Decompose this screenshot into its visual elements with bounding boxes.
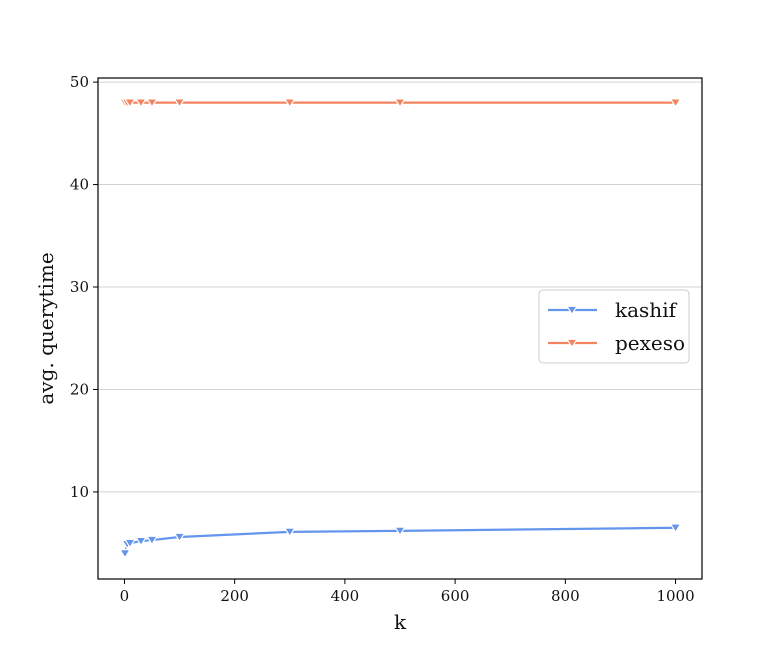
y-axis-label: avg. querytime (34, 252, 58, 404)
x-tick-label: 1000 (656, 587, 694, 605)
data-point-pexeso (173, 98, 186, 108)
data-point-pexeso (145, 98, 159, 108)
data-point-pexeso (134, 98, 148, 108)
data-point-pexeso (123, 98, 137, 108)
y-tick-label: 10 (70, 483, 89, 501)
x-tick-label: 400 (331, 587, 360, 605)
y-tick-label: 30 (70, 278, 89, 296)
series-kashif (118, 523, 682, 559)
y-tick-label: 40 (70, 176, 89, 194)
x-axis-label: k (394, 610, 407, 634)
x-tick-label: 800 (551, 587, 580, 605)
legend-label: kashif (615, 298, 678, 322)
legend-entry-pexeso: pexeso (548, 331, 685, 355)
gridlines (98, 81, 702, 493)
data-point-kashif (669, 523, 682, 534)
data-point-pexeso (669, 98, 682, 108)
data-point-pexeso (283, 98, 296, 108)
data-point-kashif (134, 536, 148, 547)
x-tick-label: 600 (441, 587, 470, 605)
legend-box (538, 289, 690, 364)
data-point-kashif (118, 549, 132, 559)
series-pexeso (118, 98, 682, 108)
legend-label: pexeso (615, 331, 685, 355)
data-point-kashif (173, 532, 186, 543)
plot-frame (97, 77, 703, 580)
data-point-pexeso (393, 98, 407, 108)
data-point-kashif (123, 538, 137, 549)
y-tick-label: 20 (70, 380, 89, 398)
x-tick-label: 0 (120, 587, 130, 605)
data-point-kashif (393, 526, 407, 537)
legend-marker (565, 338, 579, 349)
x-tick-label: 200 (220, 587, 249, 605)
y-tick-label: 50 (70, 73, 89, 91)
data-point-kashif (145, 535, 159, 546)
legend: kashif pexeso (538, 289, 690, 364)
legend-entry-kashif: kashif (548, 298, 678, 322)
series-group (118, 98, 682, 559)
axis-ticks: 0 200 400 600 800 1000 10 20 30 40 50 (70, 73, 695, 605)
legend-marker (565, 305, 579, 316)
data-point-kashif (283, 527, 296, 538)
